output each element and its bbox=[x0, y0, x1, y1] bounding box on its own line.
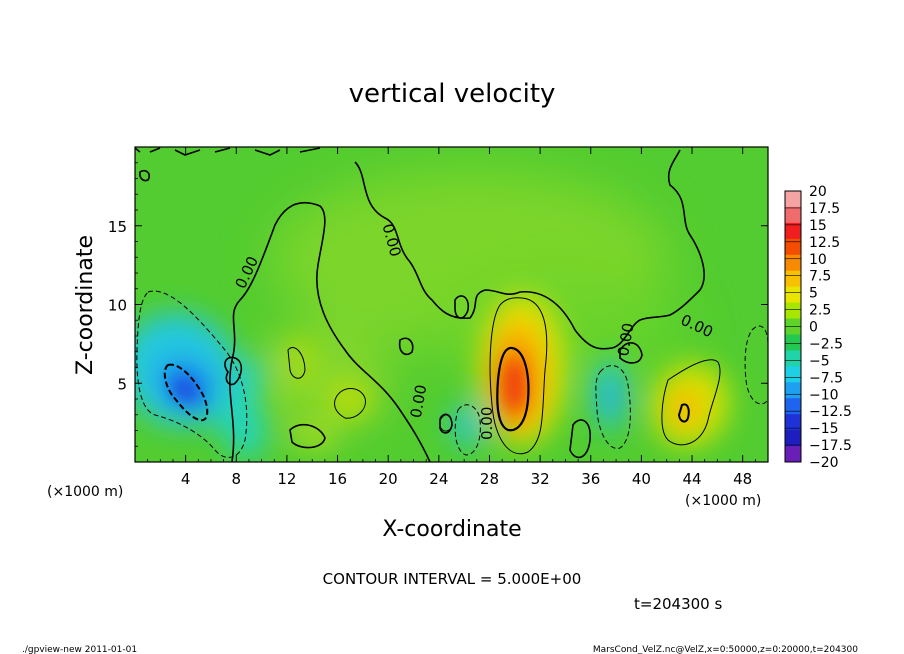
colorbar-label-4: 10 bbox=[809, 252, 827, 268]
left-mid-yellowgreen bbox=[250, 330, 390, 430]
footer-right: MarsCond_VelZ.nc@VelZ,x=0:50000,z=0:2000… bbox=[593, 645, 858, 654]
y-tick-label-2: 15 bbox=[108, 218, 127, 236]
contour-minus5-x38 bbox=[595, 365, 631, 449]
colorbar-swatch-2 bbox=[785, 222, 801, 240]
contour-lines bbox=[135, 147, 768, 462]
zero-contour-upper bbox=[354, 161, 576, 331]
y-tick-label-0: 5 bbox=[117, 375, 127, 393]
colorbar-label-15: −17.5 bbox=[809, 438, 852, 454]
zero-contour-small-6 bbox=[139, 169, 151, 182]
pos-main-peak bbox=[505, 359, 523, 411]
colorbar-label-7: 2.5 bbox=[809, 303, 831, 319]
colorbar-label-13: −12.5 bbox=[809, 404, 852, 420]
colorbar-label-9: −2.5 bbox=[809, 336, 843, 352]
y-tick-label-1: 10 bbox=[108, 297, 127, 315]
colorbar-swatch-1 bbox=[785, 206, 801, 224]
x-axis-title: X-coordinate bbox=[382, 517, 521, 542]
neg-x26 bbox=[453, 403, 481, 447]
zero-contour-small-8 bbox=[398, 337, 414, 356]
neg-left-tail bbox=[215, 381, 265, 459]
colorbar-label-12: −10 bbox=[809, 387, 839, 403]
colorbar-swatch-10 bbox=[785, 350, 801, 367]
colorbar-label-14: −15 bbox=[809, 421, 839, 437]
colorbar-label-2: 15 bbox=[809, 218, 827, 234]
pos-x12 bbox=[284, 340, 312, 380]
zero-contour-left bbox=[135, 147, 321, 156]
colorbar-label-11: −7.5 bbox=[809, 370, 843, 386]
contour-interval-text: CONTOUR INTERVAL = 5.000E+00 bbox=[323, 570, 582, 588]
y-axis: 5 10 15 bbox=[108, 162, 768, 447]
x-tick-label-6: 28 bbox=[480, 470, 499, 488]
pos-x14 bbox=[293, 421, 337, 449]
colorbar-swatch-9 bbox=[785, 334, 801, 351]
contour-minus10-left bbox=[163, 363, 209, 422]
colorbar-label-10: −5 bbox=[809, 353, 830, 369]
contour-labels: 0.00 0.00 0.00 0.00 0.00 0.00 bbox=[232, 222, 716, 440]
colorbar-swatch-12 bbox=[785, 382, 801, 399]
contour-label-5: 0.00 bbox=[614, 321, 638, 357]
contour-plus5-main bbox=[489, 297, 548, 455]
zero-contour-small-1 bbox=[224, 356, 243, 386]
zero-contour-small-7 bbox=[454, 295, 470, 319]
y-axis-title: Z-coordinate bbox=[73, 235, 98, 375]
contour-plus5-x16 bbox=[334, 388, 366, 419]
colorbar-swatch-16 bbox=[785, 446, 801, 463]
colorbar-label-0: 20 bbox=[809, 184, 827, 200]
colorbar-swatch-0 bbox=[785, 191, 801, 208]
colorbar-label-3: 12.5 bbox=[809, 235, 840, 251]
colorbar-label-6: 5 bbox=[809, 286, 818, 302]
colorbar-label-5: 7.5 bbox=[809, 269, 831, 285]
contour-plus5-x26 bbox=[439, 413, 453, 432]
colorbar-swatch-15 bbox=[785, 430, 801, 447]
zero-contour-main bbox=[229, 201, 431, 462]
zero-contour-small-5 bbox=[619, 342, 643, 364]
x-unit-right: (×1000 m) bbox=[685, 493, 761, 509]
x-tick-label-10: 44 bbox=[682, 470, 701, 488]
contour-plus5-right-core bbox=[677, 403, 690, 423]
zero-contour-right bbox=[574, 149, 705, 350]
time-text: t=204300 s bbox=[634, 595, 722, 613]
heatmap-field bbox=[135, 147, 768, 462]
neg-left-small bbox=[242, 357, 262, 393]
x-tick-label-5: 24 bbox=[429, 470, 448, 488]
contour-plus5-right bbox=[661, 359, 721, 446]
colorbar-swatch-3 bbox=[785, 238, 801, 256]
x-tick-label-0: 4 bbox=[181, 470, 191, 488]
colorbar-swatch-7 bbox=[785, 302, 801, 320]
neg-left-peak bbox=[172, 379, 198, 401]
contour-plus5-x12 bbox=[287, 347, 306, 379]
x-tick-label-4: 20 bbox=[379, 470, 398, 488]
contour-label-4: 0.00 bbox=[478, 407, 496, 440]
colorbar-swatch-6 bbox=[785, 286, 801, 304]
zero-contour-small-2 bbox=[289, 423, 326, 449]
x-tick-label-9: 40 bbox=[632, 470, 651, 488]
neg-x38-core bbox=[606, 386, 618, 410]
x-unit-left: (×1000 m) bbox=[47, 484, 123, 500]
zero-contour-small-4 bbox=[569, 419, 591, 459]
colorbar-swatch-13 bbox=[785, 398, 801, 415]
x-tick-label-3: 16 bbox=[328, 470, 347, 488]
colorbar-swatch-11 bbox=[785, 366, 801, 383]
colorbar-swatch-5 bbox=[785, 270, 801, 288]
x-tick-label-2: 12 bbox=[277, 470, 296, 488]
chart-title: vertical velocity bbox=[349, 79, 556, 109]
contour-minus5-x26 bbox=[454, 404, 481, 456]
x-axis: 4 8 12 16 20 24 28 32 36 40 44 48 bbox=[147, 147, 756, 488]
colorbar: 2017.51512.5107.552.50−2.5−5−7.5−10−12.5… bbox=[784, 184, 852, 471]
x-tick-label-8: 36 bbox=[581, 470, 600, 488]
colorbar-swatch-4 bbox=[785, 254, 801, 272]
colorbar-label-8: 0 bbox=[809, 320, 818, 336]
contour-plus10-main bbox=[496, 346, 530, 432]
contour-minus5-right bbox=[744, 325, 768, 405]
x-tick-label-1: 8 bbox=[232, 470, 242, 488]
colorbar-label-16: −20 bbox=[809, 455, 839, 471]
footer-left: ./gpview-new 2011-01-01 bbox=[22, 645, 137, 654]
x-tick-label-7: 32 bbox=[531, 470, 550, 488]
colorbar-swatch-14 bbox=[785, 414, 801, 431]
contour-label-3: 0.00 bbox=[407, 383, 431, 419]
pos-right-core bbox=[669, 388, 701, 428]
colorbar-label-1: 17.5 bbox=[809, 201, 840, 217]
x-tick-label-11: 48 bbox=[733, 470, 752, 488]
